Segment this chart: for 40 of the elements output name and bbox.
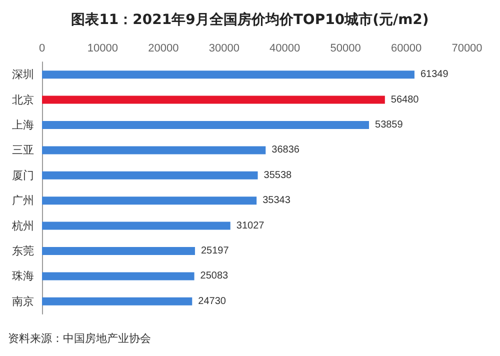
x-tick-label: 60000 xyxy=(390,42,422,54)
data-label: 25197 xyxy=(200,246,230,256)
bar xyxy=(42,171,258,180)
data-label: 25083 xyxy=(200,270,229,282)
y-tick-label: 深圳 xyxy=(12,68,34,82)
data-label: 56480 xyxy=(390,94,420,106)
x-tick-label: 50000 xyxy=(330,42,361,54)
y-tick-label: 南京 xyxy=(12,294,34,308)
chart-title: 图表11：2021年9月全国房价均价TOP10城市(元/m2) xyxy=(71,11,429,28)
x-tick-label: 40000 xyxy=(270,42,300,54)
data-label: 24730 xyxy=(198,296,226,307)
bar xyxy=(42,70,414,79)
y-tick-label: 厦门 xyxy=(12,168,34,182)
y-tick-label: 北京 xyxy=(12,93,34,106)
y-tick-label: 三亚 xyxy=(12,144,34,157)
bar xyxy=(42,272,194,280)
data-label: 35343 xyxy=(262,195,291,206)
bar xyxy=(42,222,230,230)
x-tick-label: 0 xyxy=(38,42,46,54)
y-tick-label: 东莞 xyxy=(12,244,34,258)
bar xyxy=(42,297,192,306)
data-label: 35538 xyxy=(264,170,292,181)
x-tick-label: 30000 xyxy=(208,42,240,54)
data-label: 61349 xyxy=(420,69,449,80)
text: 资料来源：中国房地产业协会 xyxy=(8,332,151,345)
x-tick-label: 70000 xyxy=(452,42,482,54)
bar xyxy=(42,121,369,129)
x-tick-label: 10000 xyxy=(87,42,118,54)
x-tick-label: 20000 xyxy=(148,42,179,54)
bar xyxy=(42,196,257,205)
bar xyxy=(42,247,195,255)
y-tick-label: 杭州 xyxy=(11,219,34,232)
data-label: 31027 xyxy=(236,220,265,232)
y-tick-label: 上海 xyxy=(12,118,34,132)
bar xyxy=(42,96,385,104)
bar xyxy=(42,146,266,154)
y-tick-label: 珠海 xyxy=(12,270,34,283)
data-label: 53859 xyxy=(375,120,404,130)
data-label: 36836 xyxy=(272,144,300,156)
y-tick-label: 广州 xyxy=(12,194,34,208)
